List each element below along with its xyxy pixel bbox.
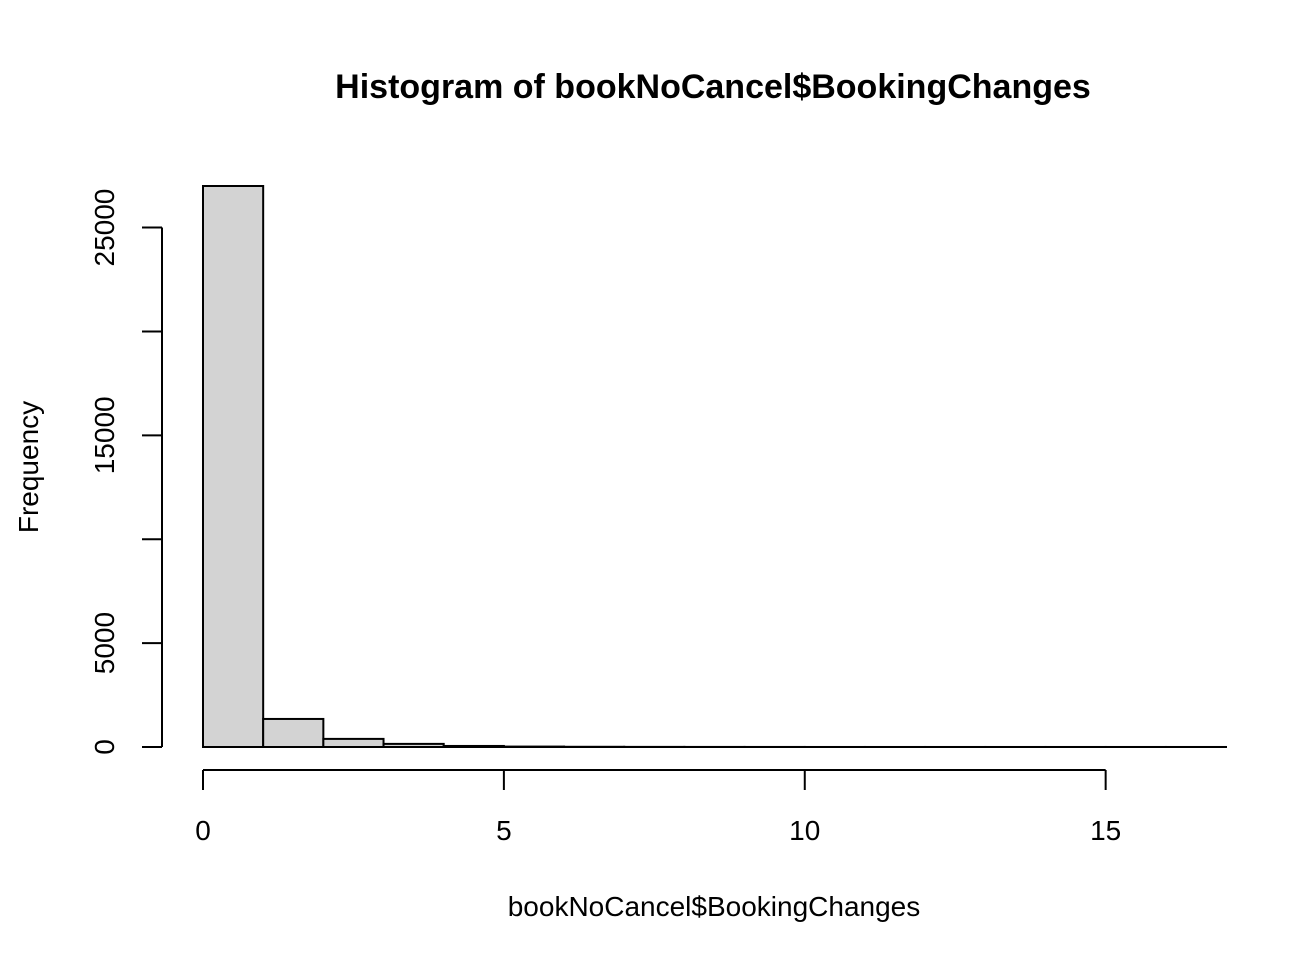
x-axis: 0 5 10 15 (195, 769, 1121, 846)
x-axis-label: bookNoCancel$BookingChanges (508, 891, 921, 922)
y-tick-label-0: 0 (89, 739, 120, 755)
x-tick-label-1: 5 (496, 815, 512, 846)
histogram-bar-0 (202, 185, 265, 748)
histogram-bar-1 (262, 717, 325, 749)
y-axis-label: Frequency (13, 401, 44, 533)
x-tick-label-0: 0 (195, 815, 211, 846)
histogram-bar-2 (322, 737, 385, 749)
x-tick-label-3: 15 (1090, 815, 1121, 846)
y-axis: 0 5000 15000 25000 (89, 189, 163, 755)
y-tick-label-1: 5000 (89, 612, 120, 674)
y-tick-label-3: 15000 (89, 396, 120, 474)
x-tick-label-2: 10 (789, 815, 820, 846)
histogram-bar-3 (382, 742, 445, 749)
histogram-bar-4 (442, 744, 505, 749)
y-tick-label-5: 25000 (89, 189, 120, 267)
chart-title: Histogram of bookNoCancel$BookingChanges (335, 68, 1091, 106)
bars-group (202, 185, 1227, 749)
